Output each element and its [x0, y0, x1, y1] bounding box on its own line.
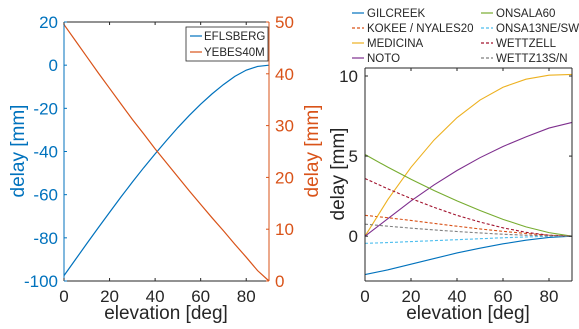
left-y-tick-label: -20: [33, 99, 58, 118]
series-line-onsa13ne-sw: [364, 235, 573, 244]
right-legend: GILCREEK ONSALA60 KOKEE / NYALES20 ONSA1…: [352, 8, 579, 65]
legend-label-gilcreek: GILCREEK: [367, 8, 425, 20]
right-chart: 0 20 40 60 80 0 5 10 elevation [deg] delay [mm]…: [328, 8, 579, 324]
left-y-axis-label: delay [mm]: [8, 105, 29, 198]
left-x-tick-label: 60: [191, 287, 210, 306]
right-chart-y-tick-label: 10: [339, 67, 358, 86]
legend-label-onsa13ne-sw: ONSA13NE/SW: [496, 23, 579, 35]
legend-label-onsala60: ONSALA60: [496, 8, 555, 20]
legend-label-eflsberg: EFLSBERG: [204, 31, 265, 43]
legend-label-noto: NOTO: [367, 53, 400, 65]
left-y-tick-label: -40: [33, 143, 58, 162]
right-chart-x-tick-label: 20: [402, 287, 421, 306]
left-chart-ticks: 0 20 40 60 80 -100 -80 -60 -40 -20 0 20 0 10 20 30 40 50: [24, 13, 294, 306]
left-series-lines: [63, 24, 270, 282]
left-x-tick-label: 0: [59, 287, 68, 306]
right-chart-x-axis-label: elevation [deg]: [406, 303, 530, 324]
left-x-tick-label: 80: [237, 287, 256, 306]
left-y-tick-label: -80: [33, 229, 58, 248]
right-y-tick-label: 0: [275, 272, 284, 291]
left-x-axis-label: elevation [deg]: [104, 303, 228, 324]
right-y-tick-label: 40: [275, 65, 294, 84]
right-chart-y-axis-label: delay [mm]: [328, 128, 349, 221]
left-chart: 0 20 40 60 80-100-80-60-40-2002001020304050 …: [8, 13, 323, 324]
left-plot-area: [64, 22, 269, 281]
right-series-lines: [364, 73, 573, 276]
left-y-tick-label: 0: [49, 56, 58, 75]
legend-label-kokee-nyales20: KOKEE / NYALES20: [367, 23, 474, 35]
right-y-tick-label: 20: [275, 168, 294, 187]
series-line-wettz13s-n: [364, 223, 573, 237]
left-y-tick-label: -100: [24, 272, 58, 291]
right-y-axis-label: delay [mm]: [302, 105, 323, 198]
right-chart-y-tick-label: 5: [349, 147, 358, 166]
left-y-tick-label: -60: [33, 186, 58, 205]
right-y-tick-label: 30: [275, 117, 294, 136]
legend-label-wettz13s-n: WETTZ13S/N: [496, 53, 568, 65]
right-chart-x-tick-label: 80: [540, 287, 559, 306]
right-chart-x-tick-label: 0: [360, 287, 369, 306]
series-line-eflsberg: [63, 64, 270, 276]
legend-label-wettzell: WETTZELL: [496, 38, 557, 50]
right-chart-y-tick-label: 0: [349, 227, 358, 246]
right-y-tick-label: 10: [275, 220, 294, 239]
right-chart-ticks: 0 20 40 60 80 0 5 10: [339, 67, 572, 306]
right-chart-x-tick-label: 60: [494, 287, 513, 306]
left-legend-box: [185, 26, 269, 62]
left-legend: EFLSBERG YEBES40M: [185, 26, 269, 62]
left-x-tick-label: 40: [146, 287, 165, 306]
right-y-tick-label: 50: [275, 13, 294, 32]
series-line-noto: [364, 121, 573, 237]
left-y-tick-label: 20: [39, 13, 58, 32]
left-x-tick-label: 20: [100, 287, 119, 306]
series-line-onsala60: [364, 153, 573, 237]
series-line-gilcreek: [364, 235, 573, 276]
right-plot-area: [365, 68, 572, 281]
series-line-wettzell: [364, 177, 573, 237]
series-line-medicina: [364, 73, 573, 237]
right-chart-x-tick-label: 40: [448, 287, 467, 306]
legend-label-yebes40m: YEBES40M: [204, 47, 265, 59]
series-line-yebes40m: [63, 24, 270, 282]
legend-label-medicina: MEDICINA: [367, 38, 424, 50]
